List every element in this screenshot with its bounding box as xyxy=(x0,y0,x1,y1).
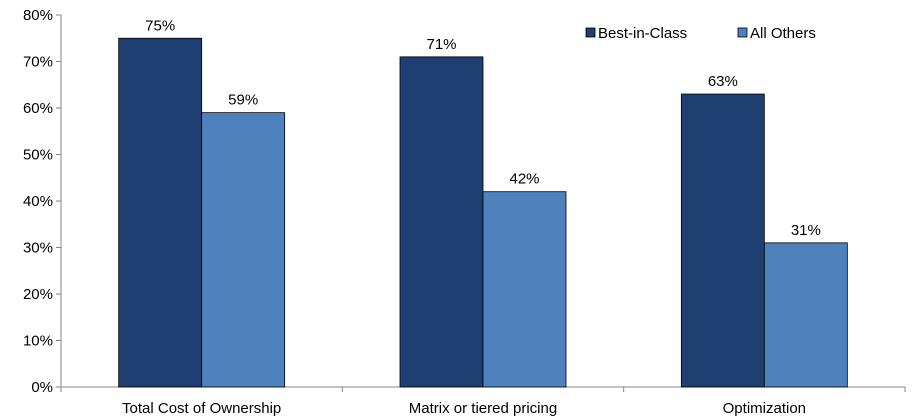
y-tick-label: 50% xyxy=(23,147,53,164)
data-label: 31% xyxy=(791,222,821,239)
x-category-label: Total Cost of Ownership xyxy=(122,400,281,417)
legend: Best-in-Class All Others xyxy=(585,25,816,42)
y-tick-label: 20% xyxy=(23,286,53,303)
y-tick-label: 80% xyxy=(23,7,53,24)
y-tick-label: 60% xyxy=(23,100,53,117)
data-label: 63% xyxy=(708,73,738,90)
x-category-label: Matrix or tiered pricing xyxy=(409,400,557,417)
legend-swatch xyxy=(737,27,748,38)
axes: 0% 10% 20% 30% 40% 50% 60% 70% 80% Total Cost of … xyxy=(23,7,906,417)
bars xyxy=(118,37,848,388)
data-label: 59% xyxy=(228,92,258,109)
y-tick-label: 70% xyxy=(23,54,53,71)
legend-label: Best-in-Class xyxy=(598,25,687,42)
bar-best-in-class-2 xyxy=(680,93,765,388)
legend-item: Best-in-Class xyxy=(585,25,687,42)
data-label: 71% xyxy=(426,36,456,53)
y-tick-label: 30% xyxy=(23,240,53,257)
legend-item: All Others xyxy=(737,25,816,42)
bar-all-others-2 xyxy=(763,242,848,388)
y-tick-label: 40% xyxy=(23,193,53,210)
data-labels: 75% 59% 71% 42% 63% 31% xyxy=(145,17,821,239)
x-category-label: Optimization xyxy=(723,400,806,417)
bar-all-others-0 xyxy=(201,112,286,388)
legend-swatch xyxy=(585,27,596,38)
legend-label: All Others xyxy=(750,25,816,42)
bar-best-in-class-0 xyxy=(118,37,203,388)
data-label: 42% xyxy=(509,171,539,188)
bar-best-in-class-1 xyxy=(399,56,484,388)
y-tick-label: 10% xyxy=(23,333,53,350)
bar-all-others-1 xyxy=(482,191,567,388)
y-tick-label: 0% xyxy=(31,379,53,396)
data-label: 75% xyxy=(145,17,175,34)
